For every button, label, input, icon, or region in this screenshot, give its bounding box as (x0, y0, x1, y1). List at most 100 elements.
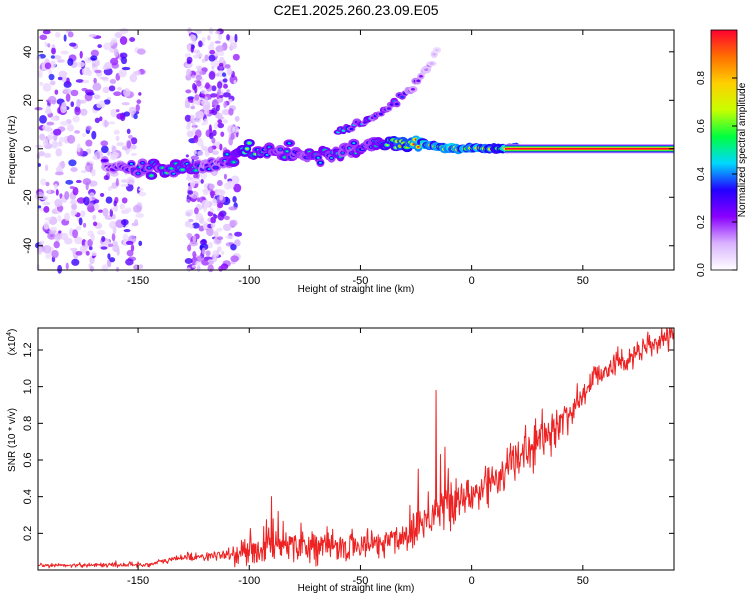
noise-blob (89, 265, 94, 272)
spectrogram-axes: -150 -100 -50 0 50 -40 -20 0 20 40 (22, 30, 674, 287)
noise-blob (93, 203, 100, 211)
noise-blob (85, 250, 90, 256)
spectrogram-ridge (100, 135, 674, 180)
noise-blob (220, 251, 225, 255)
noise-blob (39, 81, 44, 86)
noise-blob (204, 54, 209, 62)
ridge-core (207, 167, 211, 170)
snr-ytick-label: 1.2 (22, 342, 34, 357)
spectrogram-ytick-label: -40 (22, 238, 34, 254)
noise-blob (191, 34, 197, 43)
noise-blob (75, 79, 84, 83)
noise-blob (189, 241, 198, 247)
noise-blob (199, 70, 207, 76)
ridge-core (103, 159, 107, 162)
noise-blob (60, 50, 69, 55)
noise-blob (136, 99, 142, 104)
noise-blob (79, 50, 83, 59)
noise-blob (39, 34, 48, 41)
noise-blob (93, 77, 97, 84)
noise-blob (71, 258, 80, 266)
noise-blob (90, 49, 99, 58)
spectrogram-ytick-label: -20 (22, 189, 34, 205)
noise-blob (59, 232, 69, 240)
noise-blob (208, 260, 214, 265)
noise-blob (226, 180, 235, 189)
noise-blob (219, 195, 224, 201)
ridge-core (214, 166, 218, 169)
noise-blob (39, 195, 49, 201)
snr-ytick-label: 0.4 (22, 489, 34, 504)
noise-blob (74, 106, 81, 116)
ridge-core (149, 174, 153, 177)
branch-core (424, 68, 429, 71)
noise-blob (119, 203, 125, 210)
branch-core (400, 95, 405, 99)
noise-blob (222, 223, 232, 232)
noise-blob (115, 135, 120, 142)
noise-blob (121, 66, 131, 71)
ridge-core (283, 156, 287, 159)
noise-blob (116, 113, 125, 120)
noise-blob (135, 104, 140, 112)
noise-blob (201, 99, 208, 106)
branch-core (394, 102, 399, 106)
noise-blob (192, 173, 199, 179)
noise-blob (111, 145, 117, 154)
noise-blob (192, 235, 197, 243)
noise-blob (217, 33, 222, 41)
noise-blob (38, 69, 43, 78)
noise-blob (67, 31, 74, 38)
noise-blob (110, 151, 120, 158)
branch-core (434, 48, 439, 52)
noise-blob (74, 130, 81, 134)
noise-blob (187, 44, 192, 53)
noise-blob (209, 207, 215, 213)
ridge-core (245, 147, 249, 150)
noise-blob (48, 229, 57, 234)
noise-blob (201, 36, 206, 43)
snr-ytick-label: 1.0 (22, 379, 34, 394)
colorbar: 0.0 0.2 0.4 0.6 0.8 Normalized spectral ampl… (696, 29, 748, 277)
snr-ytick-label: 0.6 (22, 452, 34, 467)
noise-blob (34, 107, 43, 111)
noise-blob (130, 152, 138, 156)
noise-blob (99, 76, 109, 80)
noise-blob (109, 57, 119, 66)
noise-blob (216, 112, 223, 120)
noise-blob (88, 246, 93, 251)
noise-blob (229, 42, 238, 50)
noise-blob (41, 62, 46, 69)
noise-blob (213, 230, 219, 238)
noise-blob (130, 137, 138, 145)
noise-blob (108, 85, 116, 92)
noise-blob (46, 134, 54, 141)
noise-blob (228, 108, 234, 116)
noise-blob (234, 231, 243, 237)
noise-blob (42, 137, 48, 147)
noise-blob (221, 72, 227, 77)
noise-blob (214, 51, 220, 57)
noise-blob (57, 264, 63, 274)
noise-blob (134, 70, 141, 76)
noise-blob (48, 73, 55, 81)
spectrogram-xtick-label: -50 (352, 275, 368, 287)
spectrogram-xlabel: Height of straight line (km) (298, 284, 415, 295)
noise-blob (188, 224, 194, 229)
noise-blob (92, 214, 97, 220)
noise-blob (195, 213, 200, 221)
noise-blob (44, 164, 49, 172)
noise-blob (64, 190, 70, 200)
ridge-core (287, 142, 291, 145)
noise-blob (229, 219, 238, 227)
noise-blob (37, 163, 41, 167)
noise-blob (110, 184, 118, 189)
noise-blob (120, 218, 129, 226)
noise-blob (186, 232, 193, 239)
spectrogram-marks (34, 27, 674, 274)
noise-blob (84, 57, 92, 63)
noise-blob (219, 94, 224, 99)
noise-blob (114, 31, 123, 39)
noise-blob (107, 253, 111, 260)
noise-blob (71, 210, 78, 216)
